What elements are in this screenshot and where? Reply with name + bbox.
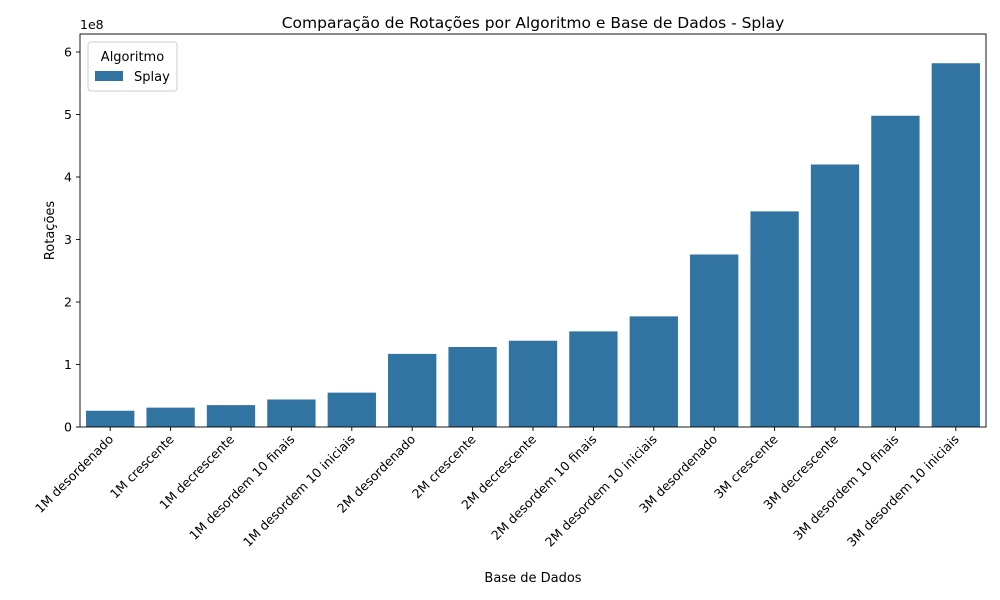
x-tick-label: 1M desordem 10 iniciais xyxy=(240,432,358,550)
bar-1m-decrescente xyxy=(206,405,256,427)
x-tick-label: 3M desordem 10 finais xyxy=(790,432,901,543)
legend: Algoritmo Splay xyxy=(87,41,178,92)
y-tick-label: 6 xyxy=(64,45,72,60)
bar-1m-desordem-10-iniciais xyxy=(327,392,376,427)
y-tick-label: 1 xyxy=(64,357,72,372)
y-axis-label: Rotações xyxy=(43,201,58,261)
bar-2m-crescente xyxy=(448,347,497,427)
bars-group xyxy=(86,63,980,427)
bar-2m-desordenado xyxy=(388,353,437,427)
y-axis-ticks: 0 1 2 3 4 5 6 xyxy=(64,45,80,435)
bar-2m-decrescente xyxy=(508,340,558,427)
y-tick-label: 2 xyxy=(64,295,72,310)
bar-3m-crescente xyxy=(750,211,799,427)
legend-entry-splay: Splay xyxy=(134,70,170,85)
y-tick-label: 5 xyxy=(64,107,72,122)
bar-1m-crescente xyxy=(146,407,195,427)
y-tick-label: 3 xyxy=(64,232,72,247)
bar-3m-desordem-10-iniciais xyxy=(931,63,980,427)
bar-3m-desordenado xyxy=(690,254,739,427)
bar-2m-desordem-10-finais xyxy=(569,331,618,427)
x-axis-label: Base de Dados xyxy=(484,571,581,586)
legend-title: Algoritmo xyxy=(101,50,164,65)
bar-2m-desordem-10-iniciais xyxy=(629,316,678,427)
bar-3m-decrescente xyxy=(810,164,860,427)
bar-1m-desordem-10-finais xyxy=(267,399,316,427)
x-tick-label: 3M desordem 10 iniciais xyxy=(844,432,962,550)
y-tick-label: 4 xyxy=(64,170,72,185)
chart-title: Comparação de Rotações por Algoritmo e B… xyxy=(282,14,785,32)
x-tick-label: 1M desordenado xyxy=(32,432,116,516)
y-tick-label: 0 xyxy=(64,420,72,435)
x-tick-label: 2M desordem 10 finais xyxy=(488,432,599,543)
y-axis-offset-label: 1e8 xyxy=(80,17,104,32)
x-tick-label: 2M desordem 10 iniciais xyxy=(542,432,660,550)
bar-1m-desordenado xyxy=(86,410,135,427)
legend-swatch-splay xyxy=(95,71,123,81)
bar-3m-desordem-10-finais xyxy=(871,115,920,427)
x-tick-label: 1M desordem 10 finais xyxy=(186,432,297,543)
